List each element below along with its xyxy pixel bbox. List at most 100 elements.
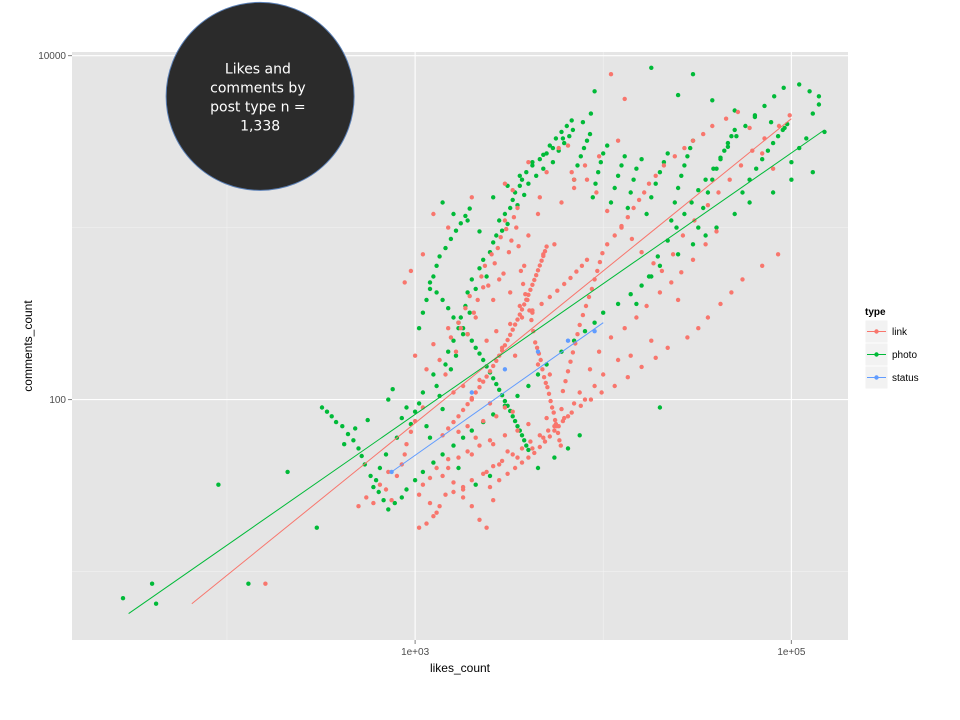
point-link-165 [573, 341, 578, 346]
point-link-181 [636, 197, 642, 203]
point-link-45 [427, 475, 433, 481]
point-photo-131 [804, 136, 809, 141]
point-link-236 [532, 450, 537, 456]
point-photo-138 [747, 200, 752, 205]
x-tick-label-0: 1e+03 [401, 647, 430, 658]
point-link-144 [534, 345, 540, 350]
point-photo-50 [505, 221, 510, 227]
point-photo-40 [473, 286, 478, 292]
point-photo-178 [356, 446, 361, 451]
point-photo-30 [448, 367, 454, 372]
point-link-188 [690, 138, 696, 143]
point-photo-151 [582, 329, 588, 334]
point-photo-232 [515, 424, 520, 429]
point-link-83 [502, 433, 508, 438]
point-photo-51 [508, 205, 513, 211]
point-link-248 [465, 402, 470, 407]
point-photo-81 [593, 181, 598, 186]
point-link-52 [497, 462, 502, 467]
point-photo-211 [440, 297, 445, 303]
point-photo-78 [584, 138, 590, 143]
point-link-131 [506, 250, 512, 255]
point-link-96 [404, 442, 409, 447]
point-photo-136 [789, 177, 794, 182]
point-link-305 [659, 268, 665, 274]
point-photo-197 [465, 218, 470, 223]
point-link-159 [558, 443, 563, 448]
point-link-310 [716, 190, 721, 195]
point-link-27 [547, 372, 552, 377]
point-link-124 [486, 283, 491, 288]
point-link-0 [565, 143, 571, 148]
point-photo-72 [567, 134, 572, 139]
point-link-231 [497, 478, 502, 483]
point-link-249 [469, 395, 474, 401]
point-photo-91 [625, 205, 630, 211]
y-tick-label-0: 100 [49, 395, 66, 406]
point-link-309 [705, 203, 711, 208]
point-photo-101 [665, 151, 670, 156]
point-photo-2 [153, 601, 159, 606]
point-link-68 [690, 257, 696, 262]
point-link-132 [509, 238, 514, 243]
point-link-152 [548, 398, 553, 404]
point-photo-142 [690, 242, 696, 247]
point-photo-147 [628, 292, 633, 297]
point-photo-150 [592, 320, 597, 325]
point-photo-89 [619, 163, 624, 168]
point-photo-205 [560, 136, 566, 141]
point-link-278 [542, 249, 548, 254]
point-link-115 [448, 335, 454, 340]
point-link-134 [514, 225, 519, 230]
point-link-121 [475, 297, 480, 303]
point-photo-241 [535, 465, 541, 471]
point-link-16 [508, 290, 513, 295]
point-photo-16 [399, 415, 404, 421]
point-photo-202 [530, 160, 535, 165]
point-link-292 [420, 252, 426, 257]
point-photo-217 [469, 338, 474, 343]
point-photo-96 [644, 211, 649, 217]
point-photo-199 [491, 195, 496, 200]
point-link-224 [451, 489, 456, 495]
point-link-269 [526, 292, 531, 297]
point-link-64 [644, 303, 649, 309]
point-link-254 [487, 369, 493, 374]
point-link-266 [519, 307, 525, 312]
point-link-162 [565, 369, 571, 374]
legend-label-link: link [892, 327, 908, 338]
legend-title: type [865, 307, 886, 318]
point-link-203 [665, 345, 670, 350]
point-link-177 [612, 233, 617, 238]
point-photo-189 [675, 92, 681, 98]
point-photo-19 [412, 409, 418, 414]
point-link-315 [776, 123, 782, 129]
point-link-244 [446, 426, 451, 431]
point-photo-157 [515, 393, 520, 399]
point-photo-48 [499, 228, 505, 233]
point-link-185 [661, 163, 667, 168]
point-link-192 [735, 109, 741, 115]
point-link-304 [651, 261, 656, 266]
point-link-230 [487, 484, 493, 490]
point-link-118 [463, 306, 468, 311]
point-link-150 [545, 385, 550, 390]
point-link-123 [482, 263, 488, 268]
point-photo-180 [345, 431, 351, 437]
point-link-262 [510, 327, 515, 332]
point-photo-269 [424, 297, 429, 303]
point-link-47 [416, 492, 422, 497]
point-link-276 [539, 258, 544, 263]
point-photo-123 [760, 157, 765, 162]
point-link-36 [481, 418, 486, 424]
point-photo-90 [622, 154, 627, 159]
point-photo-163 [451, 443, 456, 448]
point-link-325 [568, 275, 573, 281]
point-photo-76 [578, 154, 583, 159]
point-link-106 [402, 452, 407, 457]
point-link-82 [515, 428, 520, 433]
point-link-21 [446, 326, 451, 331]
point-photo-126 [775, 134, 781, 139]
point-link-228 [424, 521, 429, 526]
point-link-7 [515, 205, 520, 211]
